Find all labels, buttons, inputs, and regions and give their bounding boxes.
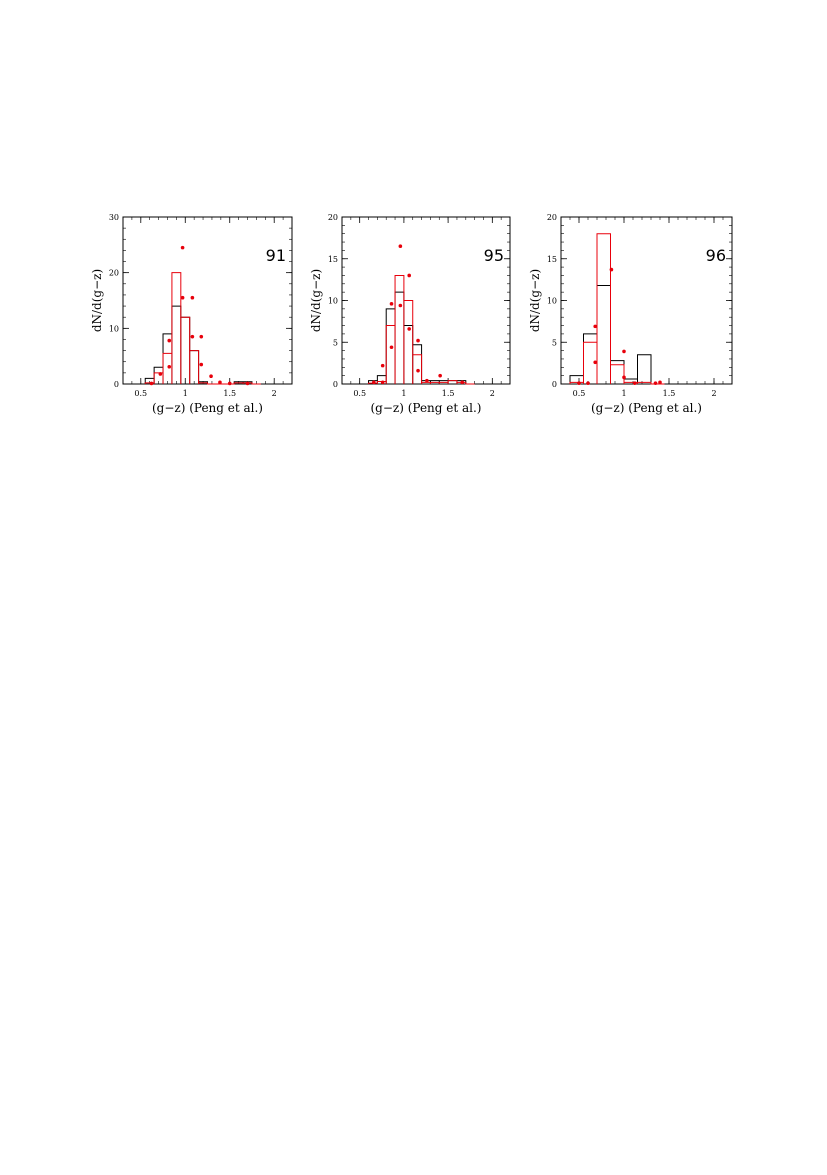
data-point	[609, 267, 614, 272]
y-tick-label: 20	[109, 269, 119, 278]
data-point	[389, 345, 394, 350]
data-point	[407, 327, 412, 331]
y-tick-label: 15	[328, 255, 338, 264]
x-tick-label: 0.5	[134, 389, 147, 398]
data-point	[633, 381, 637, 385]
data-point	[180, 245, 185, 250]
y-tick-label: 30	[109, 213, 119, 222]
histogram-series-2	[569, 233, 665, 385]
data-point	[199, 362, 204, 367]
y-tick-label: 0	[333, 380, 338, 389]
x-tick-label: 1.5	[442, 389, 455, 398]
y-axis-label: dN/d(g−z)	[90, 269, 104, 332]
plot-frame	[560, 216, 733, 385]
y-tick-label: 20	[547, 213, 557, 222]
x-tick-label: 1.5	[663, 389, 676, 398]
histogram-series-2	[368, 274, 475, 385]
data-point	[380, 380, 385, 385]
data-point	[158, 372, 163, 376]
data-point	[180, 295, 185, 300]
x-tick-label: 1	[183, 389, 188, 398]
data-point	[245, 381, 250, 386]
panel-label: 96	[706, 246, 726, 265]
y-tick-label: 0	[552, 380, 557, 389]
data-point	[389, 302, 394, 306]
y-axis-label: dN/d(g−z)	[309, 269, 323, 332]
data-point	[658, 380, 662, 385]
x-tick-label: 2	[490, 389, 495, 398]
histogram-series-1	[569, 284, 665, 385]
y-tick-label: 5	[333, 338, 338, 347]
y-axis-label: dN/d(g−z)	[528, 269, 542, 332]
panel-label: 95	[484, 246, 504, 265]
data-point	[190, 295, 195, 300]
data-point	[218, 380, 222, 385]
data-point	[398, 303, 403, 308]
x-tick-label: 1.5	[223, 389, 236, 398]
data-point	[167, 338, 172, 343]
data-point	[407, 273, 412, 278]
x-tick-label: 0.5	[573, 389, 586, 398]
x-axis-label: (g−z) (Peng et al.)	[370, 401, 481, 415]
y-tick-label: 15	[547, 255, 557, 264]
data-point	[425, 378, 429, 383]
y-tick-label: 5	[552, 338, 557, 347]
x-tick-label: 1	[401, 389, 406, 398]
y-tick-label: 10	[328, 297, 338, 306]
data-point	[416, 338, 420, 343]
data-point	[227, 381, 232, 386]
histogram-series-2	[144, 272, 261, 385]
data-point	[593, 324, 597, 329]
x-tick-label: 2	[272, 389, 277, 398]
data-point	[622, 375, 626, 380]
panel-label: 91	[266, 246, 286, 265]
data-point	[209, 374, 213, 379]
plot-frame	[341, 216, 511, 385]
data-point	[460, 380, 465, 385]
data-point	[398, 244, 403, 249]
data-point	[416, 368, 420, 373]
data-point	[593, 360, 597, 365]
data-point	[622, 349, 626, 354]
data-point	[167, 364, 172, 369]
x-axis-label: (g−z) (Peng et al.)	[152, 401, 263, 415]
x-tick-label: 2	[711, 389, 716, 398]
data-point	[149, 381, 154, 386]
y-tick-label: 20	[328, 213, 338, 222]
data-point	[586, 381, 590, 385]
x-axis-label: (g−z) (Peng et al.)	[591, 401, 702, 415]
y-tick-label: 0	[114, 380, 119, 389]
y-tick-label: 10	[547, 297, 557, 306]
data-point	[577, 381, 581, 385]
x-tick-label: 1	[621, 389, 626, 398]
plot-frame	[122, 216, 293, 385]
data-point	[372, 380, 376, 385]
x-tick-label: 0.5	[353, 389, 366, 398]
data-point	[438, 373, 442, 378]
data-point	[653, 381, 658, 385]
data-point	[199, 334, 204, 339]
data-point	[380, 363, 385, 368]
y-tick-label: 10	[109, 324, 119, 333]
data-point	[190, 334, 195, 339]
